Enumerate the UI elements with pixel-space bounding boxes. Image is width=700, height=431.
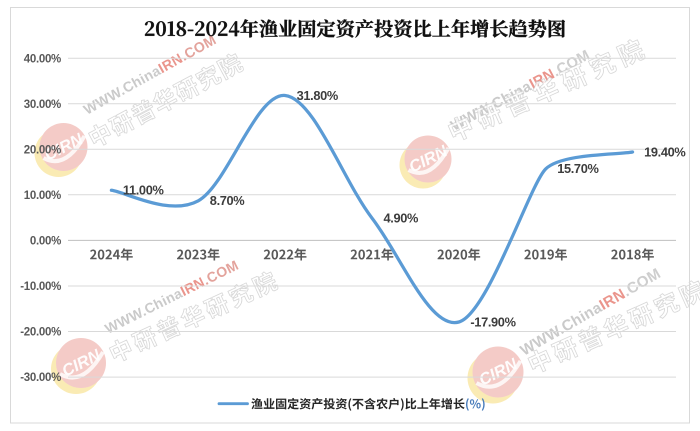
- svg-text:0.00%: 0.00%: [30, 236, 61, 248]
- svg-text:8.70%: 8.70%: [210, 193, 246, 208]
- svg-text:-17.90%: -17.90%: [470, 314, 516, 329]
- svg-text:11.00%: 11.00%: [123, 183, 165, 198]
- svg-text:10.00%: 10.00%: [24, 190, 61, 202]
- svg-text:19.40%: 19.40%: [644, 144, 686, 159]
- svg-text:40.00%: 40.00%: [24, 53, 61, 65]
- svg-text:30.00%: 30.00%: [24, 99, 61, 111]
- svg-text:15.70%: 15.70%: [557, 161, 599, 176]
- svg-text:4.90%: 4.90%: [384, 210, 420, 225]
- svg-text:-30.00%: -30.00%: [20, 372, 61, 384]
- svg-text:20.00%: 20.00%: [24, 144, 61, 156]
- svg-text:-20.00%: -20.00%: [20, 327, 61, 339]
- svg-text:31.80%: 31.80%: [297, 88, 339, 103]
- svg-text:-10.00%: -10.00%: [20, 281, 61, 293]
